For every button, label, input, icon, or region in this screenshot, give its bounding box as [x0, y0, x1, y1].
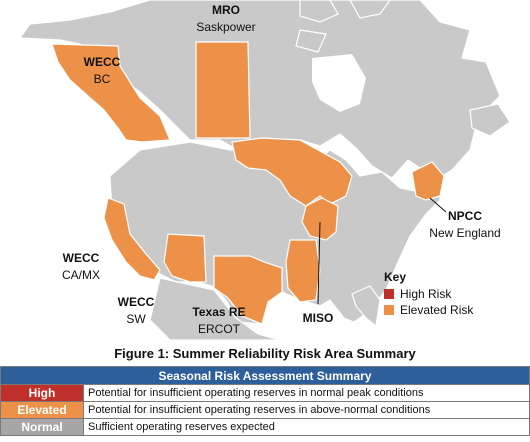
table-header-row: Seasonal Risk Assessment Summary — [0, 366, 530, 385]
region-wecc-camx — [103, 197, 161, 281]
label-mro-saskpower: MRO Saskpower — [186, 2, 266, 36]
label-wecc-sw: WECC SW — [112, 294, 160, 328]
region-miso-south — [285, 239, 321, 303]
key-title: Key — [384, 270, 407, 284]
key-swatch-elevated — [384, 305, 394, 315]
table-title: Seasonal Risk Assessment Summary — [0, 366, 530, 385]
region-name: Saskpower — [196, 20, 256, 34]
region-name: ERCOT — [198, 322, 240, 336]
risk-level-elevated: Elevated — [0, 401, 84, 419]
region-name: New England — [429, 226, 501, 240]
region-mro-saskpower — [195, 41, 251, 139]
key-item-high: High Risk — [384, 286, 473, 302]
region-code: WECC — [83, 55, 121, 69]
risk-summary-table: Seasonal Risk Assessment Summary High Po… — [0, 366, 530, 436]
map-key: Key High Risk Elevated Risk — [384, 270, 473, 318]
table-row: Elevated Potential for insufficient oper… — [0, 401, 530, 419]
label-wecc-camx: WECC CA/MX — [56, 250, 106, 284]
region-code: Texas RE — [192, 305, 246, 319]
region-code: MRO — [212, 3, 240, 17]
region-name: CA/MX — [61, 268, 100, 282]
table-row: High Potential for insufficient operatin… — [0, 384, 530, 402]
label-texas-re: Texas RE ERCOT — [184, 304, 254, 338]
risk-description: Potential for insufficient operating res… — [83, 384, 530, 402]
key-item-elevated: Elevated Risk — [384, 302, 473, 318]
region-code: NPCC — [447, 209, 482, 223]
key-label: Elevated Risk — [400, 303, 474, 317]
risk-description: Sufficient operating reserves expected — [83, 418, 530, 436]
region-wecc-bc — [51, 43, 171, 143]
label-wecc-bc: WECC BC — [78, 54, 126, 88]
label-miso: MISO — [296, 310, 340, 327]
risk-description: Potential for insufficient operating res… — [83, 401, 530, 419]
key-label: High Risk — [400, 287, 452, 301]
table-row: Normal Sufficient operating reserves exp… — [0, 418, 530, 436]
region-wecc-sw — [163, 233, 207, 283]
north-america-map — [18, 0, 511, 340]
region-miso-central — [301, 197, 339, 241]
region-name: BC — [93, 72, 111, 86]
leader-lines — [317, 197, 447, 305]
key-swatch-high — [384, 289, 394, 299]
region-code: WECC — [117, 295, 155, 309]
region-npcc-new-england — [411, 161, 445, 201]
risk-level-normal: Normal — [0, 418, 84, 436]
region-texas-re — [213, 255, 283, 325]
elevated-regions — [51, 41, 445, 325]
label-npcc-new-england: NPCC New England — [420, 208, 510, 242]
risk-level-high: High — [0, 384, 84, 402]
region-name: SW — [126, 312, 146, 326]
region-code: WECC — [62, 251, 100, 265]
figure-caption: Figure 1: Summer Reliability Risk Area S… — [114, 346, 416, 361]
region-code: MISO — [302, 311, 334, 325]
